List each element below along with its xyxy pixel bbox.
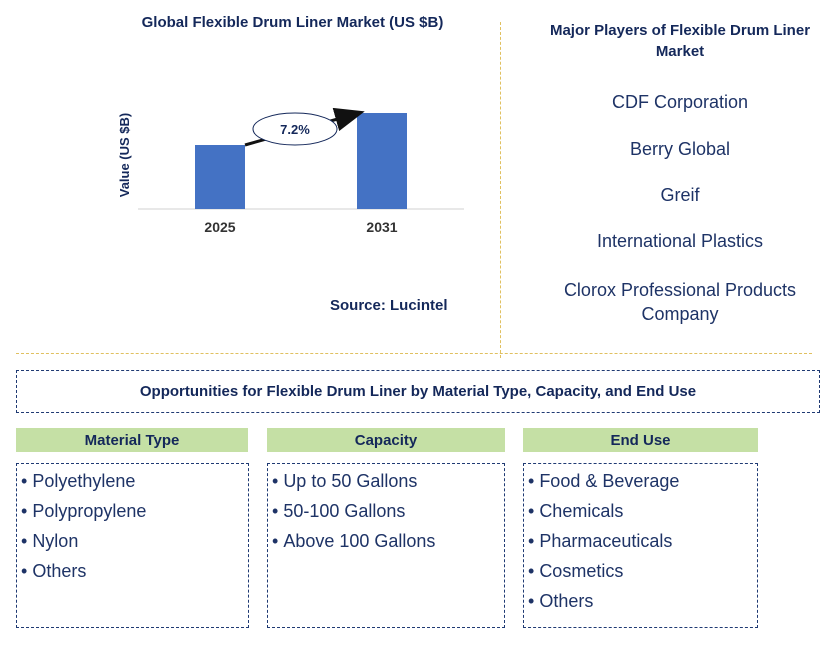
list-item-label: Up to 50 Gallons (283, 471, 418, 491)
bullet-icon: • (528, 501, 535, 521)
bullet-icon: • (528, 561, 535, 581)
vertical-divider (500, 22, 501, 358)
list-item: • Pharmaceuticals (528, 526, 757, 556)
list-item-label: Food & Beverage (539, 471, 680, 491)
player-item: International Plastics (596, 231, 764, 251)
cagr-label: 7.2% (280, 122, 310, 137)
list-item-label: Cosmetics (539, 561, 624, 581)
list-item-label: Above 100 Gallons (283, 531, 436, 551)
bar-2031 (357, 113, 407, 209)
bullet-icon: • (21, 561, 28, 581)
player-item: CDF Corporation (611, 92, 749, 112)
bullet-icon: • (21, 471, 28, 491)
player-item: Clorox Professional Products Company (563, 280, 797, 324)
column-header-end-use: End Use (523, 428, 758, 452)
bullet-icon: • (528, 471, 535, 491)
list-item: • Chemicals (528, 496, 757, 526)
list-item-label: Pharmaceuticals (539, 531, 673, 551)
list-item: • Nylon (21, 526, 248, 556)
bullet-icon: • (272, 471, 279, 491)
list-item-label: Others (32, 561, 87, 581)
opportunities-title: Opportunities for Flexible Drum Liner by… (16, 370, 820, 413)
list-item-label: Others (539, 591, 594, 611)
list-item: • Polypropylene (21, 496, 248, 526)
x-tick-label: 2031 (366, 219, 397, 235)
list-item: • Cosmetics (528, 556, 757, 586)
end-use-list: • Food & Beverage • Chemicals • Pharmaceuti… (523, 463, 758, 628)
players-title: Major Players of Flexible Drum Liner Mar… (549, 22, 811, 60)
chart-title: Global Flexible Drum Liner Market (US $B… (141, 14, 444, 31)
bullet-icon: • (528, 531, 535, 551)
horizontal-divider (16, 353, 812, 354)
bullet-icon: • (528, 591, 535, 611)
opportunities-title-text: Opportunities for Flexible Drum Liner by… (139, 383, 697, 400)
x-tick-label: 2025 (204, 219, 235, 235)
bullet-icon: • (21, 531, 28, 551)
column-header-material-type: Material Type (16, 428, 248, 452)
list-item: • Polyethylene (21, 466, 248, 496)
bullet-icon: • (272, 531, 279, 551)
material-type-list: • Polyethylene • Polypropylene • Nylon • Oth… (16, 463, 249, 628)
player-item: Greif (660, 185, 700, 205)
list-item: • 50-100 Gallons (272, 496, 504, 526)
bullet-icon: • (21, 501, 28, 521)
cagr-bubble (252, 112, 338, 146)
bar-chart: Value (US $B) 2025 2031 7.2% (117, 107, 464, 235)
capacity-list: • Up to 50 Gallons • 50-100 Gallons • Above… (267, 463, 505, 628)
list-item-label: Chemicals (539, 501, 624, 521)
list-item-label: Polyethylene (32, 471, 136, 491)
list-item-label: Nylon (32, 531, 79, 551)
list-item: • Others (528, 586, 757, 616)
list-item: • Others (21, 556, 248, 586)
player-item: Berry Global (629, 139, 731, 159)
list-item-label: Polypropylene (32, 501, 147, 521)
y-axis-label: Value (US $B) (117, 113, 132, 198)
list-item: • Up to 50 Gallons (272, 466, 504, 496)
bar-2025 (195, 145, 245, 209)
list-item: • Above 100 Gallons (272, 526, 504, 556)
bullet-icon: • (272, 501, 279, 521)
list-item-label: 50-100 Gallons (283, 501, 406, 521)
column-header-capacity: Capacity (267, 428, 505, 452)
list-item: • Food & Beverage (528, 466, 757, 496)
source-note: Source: Lucintel (330, 297, 448, 314)
